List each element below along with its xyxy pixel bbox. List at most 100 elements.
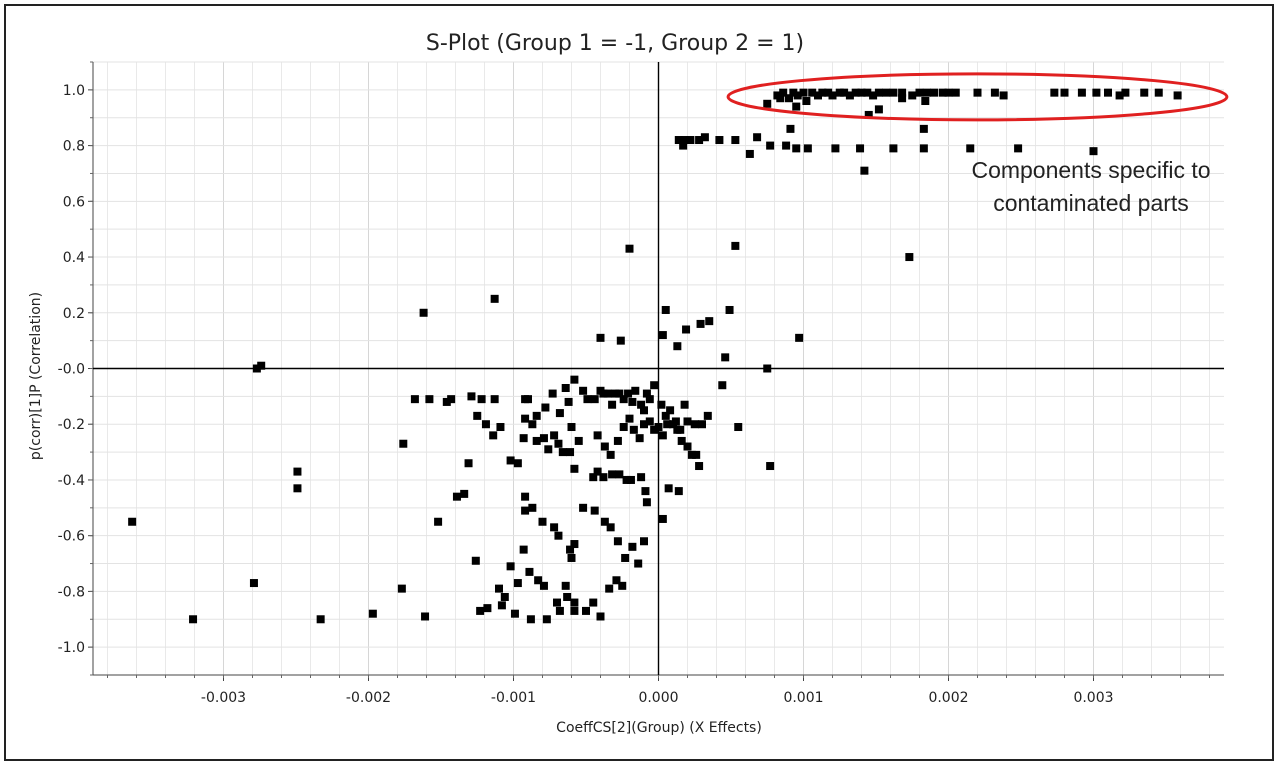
data-point (399, 439, 408, 448)
data-point (619, 423, 628, 432)
data-point (802, 97, 811, 106)
data-point (637, 400, 646, 409)
data-point (1092, 88, 1101, 97)
data-point (696, 319, 705, 328)
data-point (521, 492, 530, 501)
data-point (590, 506, 599, 515)
data-point (481, 420, 490, 429)
data-point (513, 579, 522, 588)
data-point (753, 133, 762, 142)
data-point (500, 592, 509, 601)
data-point (316, 615, 325, 624)
data-point (593, 467, 602, 476)
data-point (1115, 91, 1124, 100)
data-point (570, 375, 579, 384)
y-tick-label: 0.6 (63, 194, 85, 210)
data-point (490, 294, 499, 303)
data-point (447, 395, 456, 404)
data-point (664, 484, 673, 493)
data-point (673, 342, 682, 351)
data-point (690, 420, 699, 429)
data-point (799, 88, 808, 97)
data-points (128, 88, 1182, 624)
highlight-ellipse (726, 72, 1229, 122)
data-point (792, 102, 801, 111)
data-point (882, 88, 891, 97)
data-point (561, 384, 570, 393)
data-point (506, 456, 515, 465)
data-point (938, 88, 947, 97)
data-point (544, 445, 553, 454)
data-point (1154, 88, 1163, 97)
data-point (548, 389, 557, 398)
y-axis-label: p(corr)[1]P (Correlation) (28, 292, 44, 460)
x-tick-label: -0.002 (346, 690, 391, 706)
data-point (654, 423, 663, 432)
data-point (687, 450, 696, 459)
data-point (718, 381, 727, 390)
data-point (128, 517, 137, 526)
data-point (574, 436, 583, 445)
data-point (973, 88, 982, 97)
data-point (563, 592, 572, 601)
y-tick-label: -0.2 (58, 417, 85, 433)
data-point (525, 567, 534, 576)
data-point (640, 406, 648, 415)
data-point (856, 144, 865, 153)
y-tick-label: 1.0 (63, 83, 85, 99)
data-point (599, 389, 608, 398)
data-point (615, 470, 624, 479)
y-tick-label: -0.4 (58, 473, 85, 489)
data-point (857, 88, 866, 97)
x-axis-label: CoeffCS[2](Group) (X Effects) (556, 720, 762, 736)
data-point (605, 584, 614, 593)
data-point (731, 241, 740, 250)
data-point (570, 540, 579, 549)
data-point (686, 136, 695, 145)
data-point (874, 88, 883, 97)
data-point (679, 141, 688, 150)
data-point (624, 389, 633, 398)
data-point (293, 467, 302, 476)
data-point (776, 94, 785, 103)
data-point (570, 606, 579, 615)
data-point (785, 94, 793, 103)
data-point (763, 364, 772, 373)
x-tick-label: 0.000 (638, 690, 678, 706)
data-point (721, 353, 730, 362)
data-point (635, 434, 644, 443)
x-tick-label: -0.001 (491, 690, 536, 706)
data-point (666, 406, 675, 415)
data-point (1060, 88, 1069, 97)
annotation-line-2: contaminated parts (993, 190, 1189, 216)
data-point (640, 537, 648, 546)
data-point (550, 523, 559, 532)
data-point (497, 601, 506, 610)
data-point (589, 598, 598, 607)
data-point (745, 149, 754, 158)
data-point (532, 411, 541, 420)
data-point (397, 584, 406, 593)
data-point (869, 91, 878, 100)
data-point (1077, 88, 1086, 97)
data-point (510, 609, 519, 618)
data-point (703, 411, 712, 420)
data-point (851, 88, 860, 97)
data-point (828, 91, 837, 100)
data-point (642, 389, 651, 398)
data-point (860, 166, 869, 175)
data-point (434, 517, 443, 526)
data-point (731, 136, 740, 145)
data-point (874, 105, 883, 114)
data-point (863, 88, 872, 97)
data-point (990, 88, 999, 97)
data-point (658, 331, 667, 340)
data-point (189, 615, 198, 624)
chart-title: S-Plot (Group 1 = -1, Group 2 = 1) (426, 31, 804, 56)
data-point (889, 144, 898, 153)
data-point (555, 409, 564, 418)
data-point (467, 392, 476, 401)
data-point (410, 395, 419, 404)
data-point (680, 400, 689, 409)
